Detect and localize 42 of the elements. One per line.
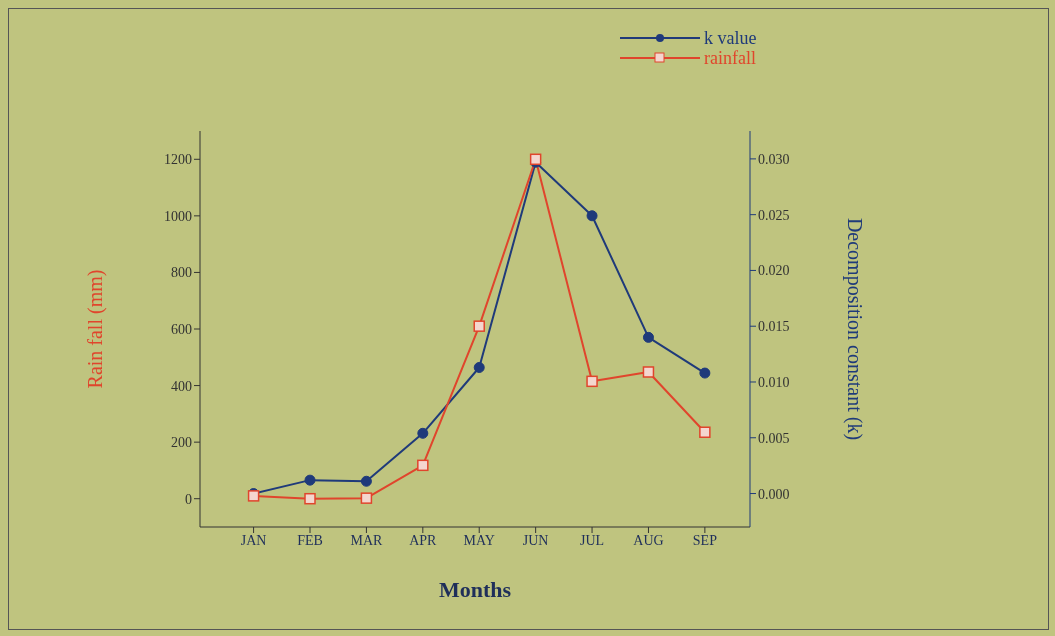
y-tick-label: 600 (171, 321, 192, 337)
point (586, 210, 598, 222)
x-axis-title: Months (438, 577, 512, 602)
x-tick-label: JUL (579, 532, 605, 548)
y2-tick-label: 0.005 (758, 430, 790, 446)
y-tick-label: 200 (171, 435, 192, 451)
y2-tick-label: 0.015 (758, 319, 790, 335)
point (360, 492, 373, 504)
point (360, 475, 372, 487)
y2-tick-label: 0.025 (758, 207, 790, 223)
point (304, 474, 316, 486)
point (473, 361, 485, 373)
x-tick-label: MAY (463, 532, 495, 548)
x-tick-label: FEB (297, 532, 323, 548)
point (642, 366, 655, 378)
y2-axis-title: Decomposition constant (k) (842, 217, 866, 441)
point (473, 320, 485, 332)
point (417, 459, 429, 472)
y-tick-label: 0 (185, 491, 192, 507)
legend-label: k value (704, 28, 757, 48)
x-tick-label: APR (409, 532, 438, 548)
x-tick-label: MAR (350, 532, 384, 548)
point (642, 331, 654, 343)
y-axis-title: Rain fall (mm) (84, 269, 108, 389)
y2-tick-label: 0.010 (758, 374, 790, 390)
x-tick-label: SEP (692, 532, 718, 548)
legend-label: rainfall (704, 48, 756, 68)
y2-tick-label: 0.000 (758, 486, 790, 502)
point (699, 426, 711, 438)
y2-tick-label: 0.030 (758, 151, 790, 167)
point (699, 367, 711, 379)
x-tick-label: AUG (633, 532, 664, 548)
point (586, 375, 598, 388)
x-tick-label: JUN (522, 532, 549, 548)
y-tick-label: 1000 (164, 208, 192, 224)
y2-tick-label: 0.020 (758, 263, 790, 279)
y-tick-label: 1200 (164, 152, 192, 168)
point (304, 492, 316, 505)
x-tick-label: JAN (240, 532, 267, 548)
y-tick-label: 800 (171, 265, 192, 281)
y-tick-label: 400 (171, 378, 192, 394)
point (417, 427, 429, 439)
